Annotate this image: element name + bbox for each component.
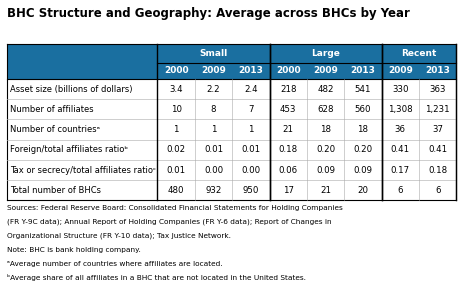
Text: 482: 482 (317, 85, 333, 94)
Text: 37: 37 (431, 125, 442, 134)
Text: Total number of BHCs: Total number of BHCs (10, 186, 101, 195)
Text: 10: 10 (170, 105, 181, 114)
Text: Tax or secrecy/total affiliates ratioᶜ: Tax or secrecy/total affiliates ratioᶜ (10, 166, 155, 175)
Text: 932: 932 (205, 186, 221, 195)
Text: 0.00: 0.00 (241, 166, 260, 175)
Text: 2009: 2009 (387, 66, 412, 75)
Text: 0.01: 0.01 (166, 166, 185, 175)
Text: 18: 18 (319, 125, 330, 134)
Text: Asset size (billions of dollars): Asset size (billions of dollars) (10, 85, 132, 94)
Text: (FR Y-9C data); Annual Report of Holding Companies (FR Y-6 data); Report of Chan: (FR Y-9C data); Annual Report of Holding… (7, 219, 331, 225)
Text: 330: 330 (391, 85, 408, 94)
Text: 2013: 2013 (350, 66, 375, 75)
Text: 1,308: 1,308 (387, 105, 412, 114)
Text: Foreign/total affiliates ratioᵇ: Foreign/total affiliates ratioᵇ (10, 145, 128, 154)
Text: Organizational Structure (FR Y-10 data); Tax Justice Network.: Organizational Structure (FR Y-10 data);… (7, 232, 230, 239)
Text: 0.01: 0.01 (203, 145, 223, 154)
Text: 0.17: 0.17 (390, 166, 409, 175)
Text: 0.01: 0.01 (241, 145, 260, 154)
Text: Recent: Recent (400, 49, 436, 58)
Text: 0.06: 0.06 (278, 166, 297, 175)
Text: 0.20: 0.20 (315, 145, 335, 154)
Text: 0.41: 0.41 (390, 145, 409, 154)
Text: 363: 363 (428, 85, 445, 94)
Text: ᵇAverage share of all affiliates in a BHC that are not located in the United Sta: ᵇAverage share of all affiliates in a BH… (7, 274, 305, 281)
Text: 0.18: 0.18 (278, 145, 297, 154)
Text: 2000: 2000 (163, 66, 188, 75)
Text: 218: 218 (280, 85, 296, 94)
Text: 2013: 2013 (424, 66, 449, 75)
Text: 21: 21 (319, 186, 330, 195)
Text: 2.2: 2.2 (206, 85, 220, 94)
Text: 1: 1 (247, 125, 253, 134)
Text: 36: 36 (394, 125, 405, 134)
Text: 6: 6 (397, 186, 402, 195)
Text: 18: 18 (357, 125, 368, 134)
Text: 0.00: 0.00 (203, 166, 223, 175)
Text: 1: 1 (173, 125, 179, 134)
Text: 1,231: 1,231 (425, 105, 449, 114)
Text: 0.20: 0.20 (353, 145, 372, 154)
Text: Note: BHC is bank holding company.: Note: BHC is bank holding company. (7, 247, 140, 253)
Text: Large: Large (310, 49, 339, 58)
Text: 0.02: 0.02 (166, 145, 185, 154)
Text: 17: 17 (282, 186, 293, 195)
Text: 0.18: 0.18 (427, 166, 446, 175)
Text: 3.4: 3.4 (169, 85, 183, 94)
Text: 560: 560 (354, 105, 370, 114)
Text: ᵃAverage number of countries where affiliates are located.: ᵃAverage number of countries where affil… (7, 261, 222, 267)
Text: 2000: 2000 (275, 66, 300, 75)
Text: Number of countriesᵃ: Number of countriesᵃ (10, 125, 100, 134)
Text: 541: 541 (354, 85, 370, 94)
Text: 453: 453 (280, 105, 296, 114)
Text: 950: 950 (242, 186, 258, 195)
Text: 0.09: 0.09 (353, 166, 372, 175)
Text: 480: 480 (168, 186, 184, 195)
Text: 7: 7 (247, 105, 253, 114)
Text: 2013: 2013 (238, 66, 263, 75)
Text: Sources: Federal Reserve Board: Consolidated Financial Statements for Holding Co: Sources: Federal Reserve Board: Consolid… (7, 205, 342, 211)
Text: Number of affiliates: Number of affiliates (10, 105, 93, 114)
Text: 2009: 2009 (201, 66, 225, 75)
Text: 1: 1 (210, 125, 216, 134)
Text: 628: 628 (317, 105, 333, 114)
Text: 0.09: 0.09 (315, 166, 334, 175)
Text: 2009: 2009 (313, 66, 337, 75)
Text: 21: 21 (282, 125, 293, 134)
Text: Small: Small (199, 49, 227, 58)
Text: 20: 20 (357, 186, 368, 195)
Text: BHC Structure and Geography: Average across BHCs by Year: BHC Structure and Geography: Average acr… (7, 7, 409, 20)
Text: 8: 8 (210, 105, 216, 114)
Text: 0.41: 0.41 (427, 145, 446, 154)
Text: 2.4: 2.4 (244, 85, 257, 94)
Text: 6: 6 (434, 186, 439, 195)
